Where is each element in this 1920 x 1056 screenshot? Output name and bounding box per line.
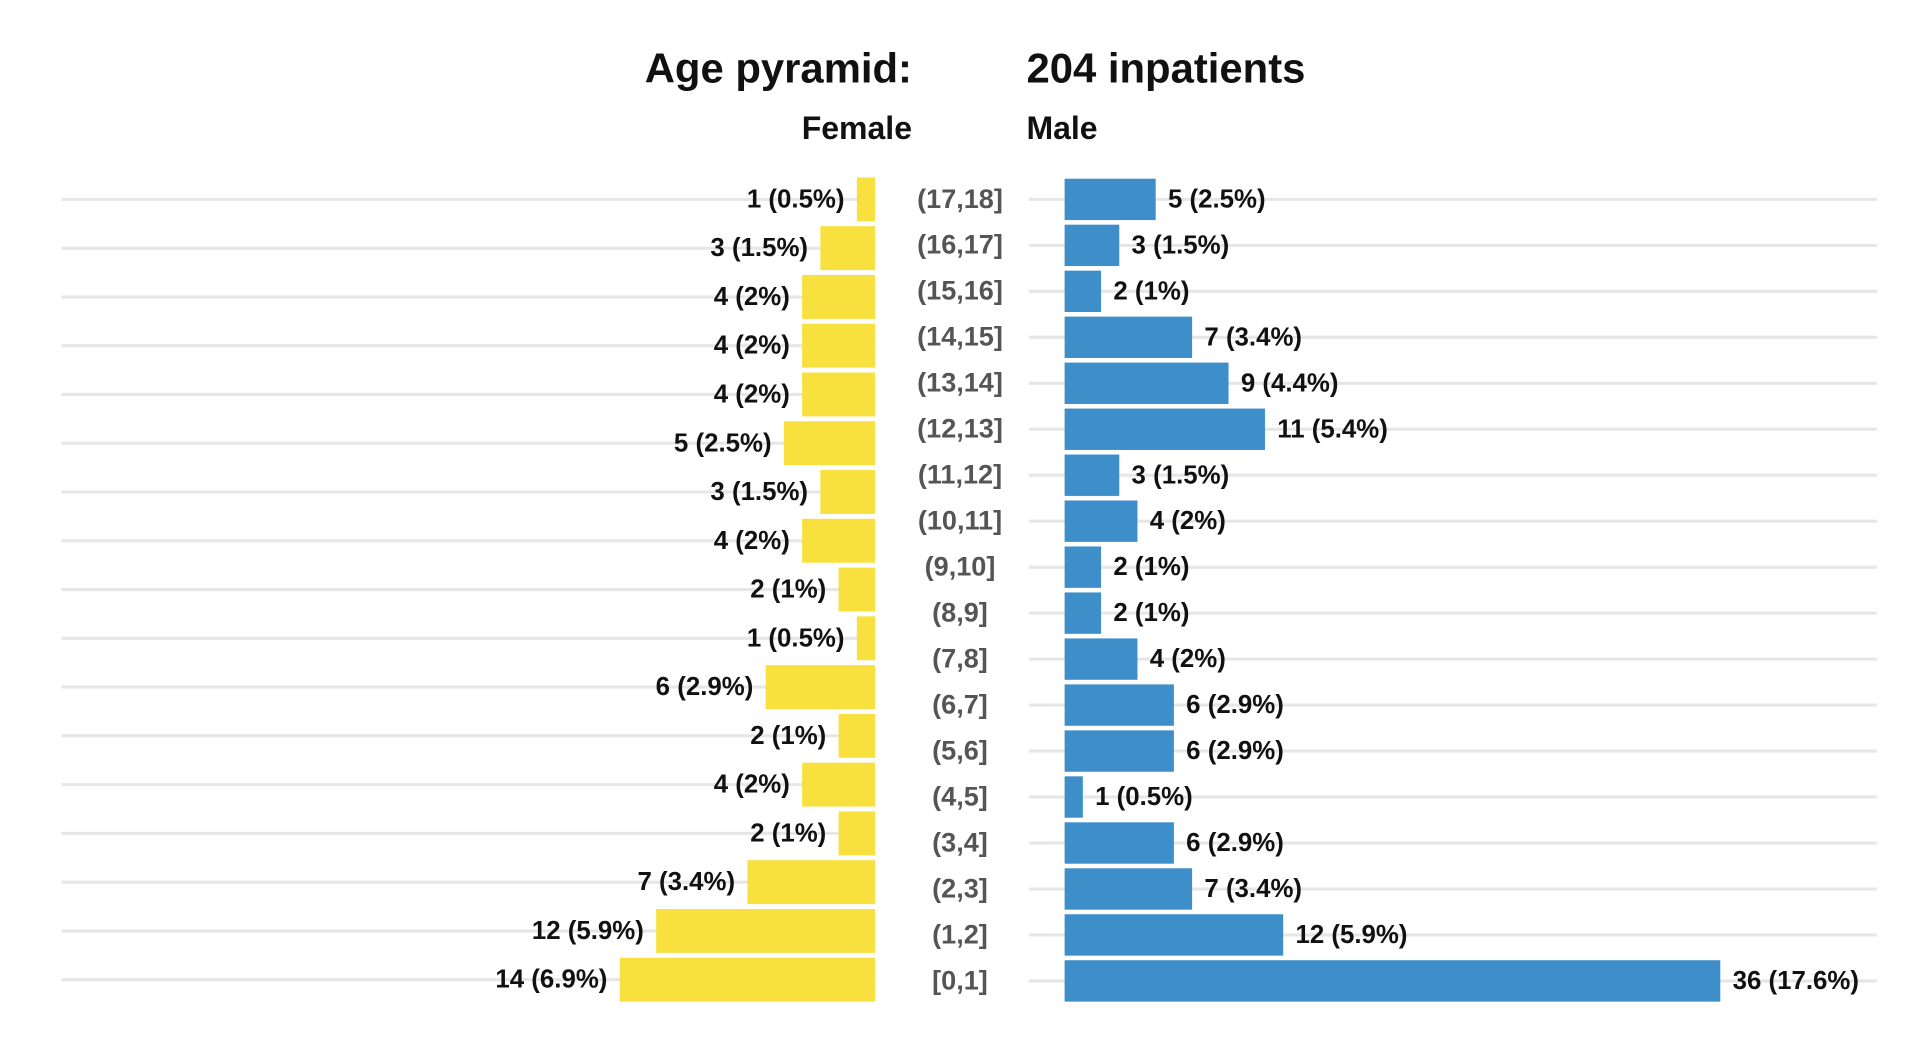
- value-label: 2 (1%): [1113, 277, 1189, 305]
- value-label: 6 (2.9%): [1186, 691, 1284, 719]
- bar: [802, 323, 876, 368]
- bar: [656, 908, 876, 953]
- bar: [619, 957, 876, 1002]
- value-label: 4 (2%): [714, 527, 790, 555]
- bar: [783, 421, 876, 466]
- category-label: (5,6]: [932, 734, 988, 765]
- panel-title: Male: [1026, 110, 1097, 146]
- bar: [765, 665, 876, 710]
- bar: [802, 372, 876, 417]
- bar: [838, 567, 876, 612]
- value-label: 3 (1.5%): [710, 478, 808, 506]
- category-label: [0,1]: [932, 964, 988, 995]
- chart-title: Age pyramid:: [645, 44, 912, 91]
- category-label: (17,18]: [917, 183, 1003, 214]
- value-label: 9 (4.4%): [1241, 369, 1339, 397]
- value-label: 6 (2.9%): [1186, 829, 1284, 857]
- value-label: 5 (2.5%): [1168, 185, 1266, 213]
- value-label: 7 (3.4%): [637, 868, 735, 896]
- bar: [1064, 316, 1193, 358]
- bar: [1064, 960, 1721, 1002]
- bar: [820, 226, 876, 271]
- category-label: (12,13]: [917, 413, 1003, 444]
- bar: [1064, 730, 1174, 772]
- bar: [747, 860, 876, 905]
- value-label: 4 (2%): [1150, 645, 1226, 673]
- value-label: 1 (0.5%): [747, 185, 845, 213]
- value-label: 2 (1%): [750, 722, 826, 750]
- value-label: 11 (5.4%): [1277, 415, 1388, 443]
- bar: [1064, 776, 1083, 818]
- value-label: 4 (2%): [714, 283, 790, 311]
- value-label: 5 (2.5%): [674, 429, 772, 457]
- value-label: 1 (0.5%): [747, 624, 845, 652]
- bar: [802, 274, 876, 319]
- category-label: (1,2]: [932, 918, 988, 949]
- value-label: 2 (1%): [1113, 553, 1189, 581]
- value-label: 4 (2%): [1150, 507, 1226, 535]
- panel-title: Female: [802, 110, 912, 146]
- value-label: 2 (1%): [750, 819, 826, 847]
- bar: [1064, 546, 1102, 588]
- bar: [1064, 684, 1174, 726]
- category-label: (3,4]: [932, 826, 988, 857]
- category-label: (7,8]: [932, 643, 988, 674]
- bar: [1064, 868, 1193, 910]
- category-label: (6,7]: [932, 688, 988, 719]
- value-label: 4 (2%): [714, 771, 790, 799]
- bar: [1064, 224, 1120, 267]
- bar: [820, 470, 876, 514]
- category-label: (11,12]: [918, 459, 1002, 490]
- value-label: 3 (1.5%): [710, 234, 808, 262]
- value-label: 12 (5.9%): [532, 917, 644, 945]
- category-label: (8,9]: [932, 597, 988, 628]
- bar: [1064, 592, 1102, 634]
- category-label: (9,10]: [925, 551, 996, 582]
- bar: [856, 177, 876, 222]
- bar: [1064, 270, 1102, 313]
- bar: [1064, 638, 1138, 680]
- category-label: (10,11]: [918, 505, 1002, 536]
- bar: [1064, 408, 1265, 450]
- value-label: 6 (2.9%): [1186, 737, 1284, 765]
- bar: [1064, 178, 1156, 221]
- bar: [802, 518, 876, 563]
- bar: [802, 762, 876, 807]
- value-label: 7 (3.4%): [1204, 875, 1302, 903]
- category-label: (2,3]: [932, 872, 988, 903]
- value-label: 4 (2%): [714, 332, 790, 360]
- value-label: 14 (6.9%): [495, 966, 607, 994]
- category-label: (4,5]: [932, 780, 988, 811]
- value-label: 6 (2.9%): [656, 673, 754, 701]
- bar: [1064, 822, 1174, 864]
- value-label: 36 (17.6%): [1733, 967, 1859, 995]
- bar: [856, 616, 876, 661]
- category-label: (14,15]: [917, 321, 1003, 352]
- bar: [1064, 362, 1229, 404]
- category-label: (13,14]: [917, 367, 1003, 398]
- category-label: (16,17]: [917, 229, 1003, 260]
- bar: [838, 713, 876, 758]
- bar: [1064, 500, 1138, 542]
- value-label: 12 (5.9%): [1295, 921, 1407, 949]
- value-label: 3 (1.5%): [1132, 231, 1230, 259]
- chart-title: 204 inpatients: [1026, 44, 1305, 91]
- value-label: 2 (1%): [750, 576, 826, 604]
- value-label: 4 (2%): [714, 381, 790, 409]
- value-label: 2 (1%): [1113, 599, 1189, 627]
- value-label: 3 (1.5%): [1132, 461, 1230, 489]
- value-label: 7 (3.4%): [1204, 323, 1302, 351]
- value-label: 1 (0.5%): [1095, 783, 1193, 811]
- bar: [1064, 454, 1120, 496]
- bar: [1064, 914, 1284, 956]
- bar: [838, 811, 876, 856]
- category-label: (15,16]: [917, 275, 1003, 306]
